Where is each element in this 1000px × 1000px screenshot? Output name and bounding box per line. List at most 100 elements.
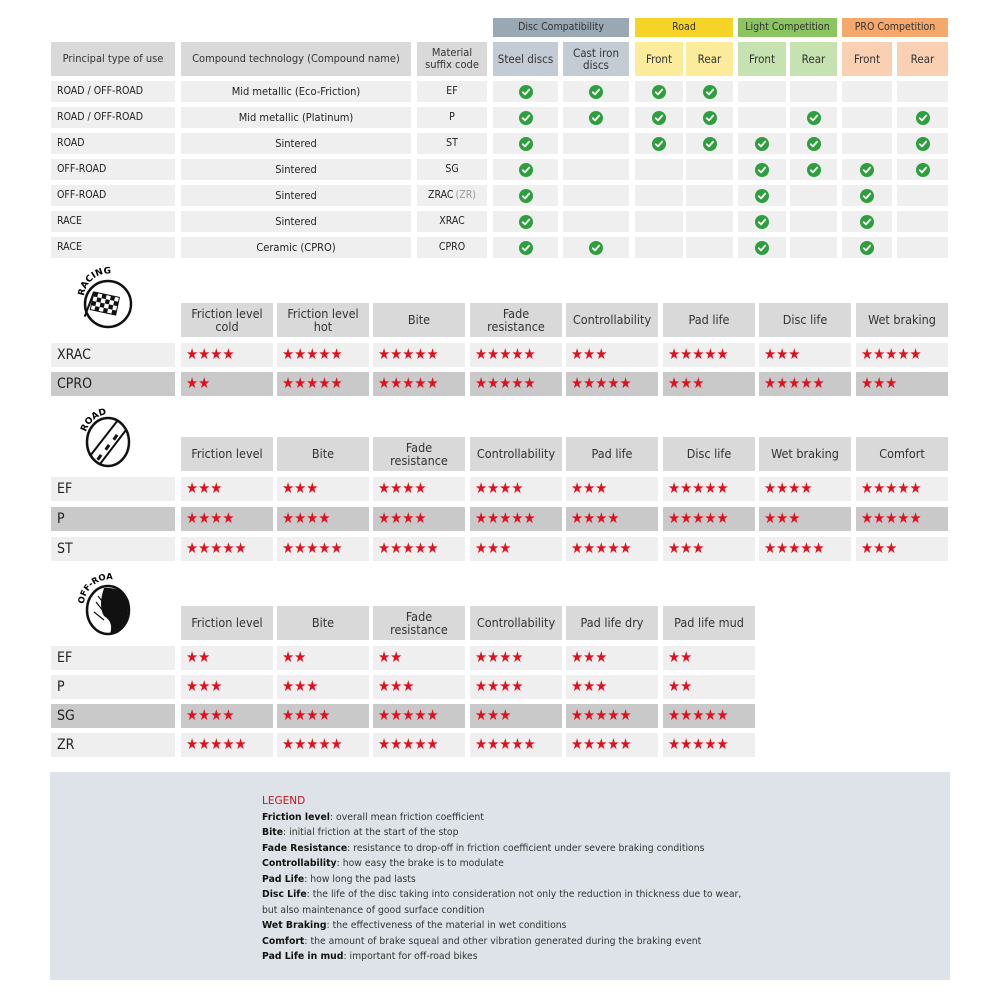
star-icon: ★ [378,706,391,725]
star-icon: ★ [222,345,235,364]
star-icon: ★ [186,509,199,528]
star-icon: ★ [487,345,500,364]
star-icon: ★ [897,509,910,528]
star-rating: ★ ★ ★ ★ ★ [663,704,755,728]
legend-description: : important for off-road bikes [343,951,478,962]
star-rating: ★ ★ ★ [856,372,948,396]
star-rating: ★ ★ ★ [277,675,369,699]
column-header: Disc life [663,437,755,471]
star-icon: ★ [222,509,235,528]
star-icon: ★ [414,509,427,528]
column-header: Pad life [663,303,755,337]
row-label: SG [51,704,175,728]
star-icon: ★ [716,706,729,725]
legend-item: but also maintenance of good surface con… [262,903,741,919]
star-rating: ★ ★ ★ ★ ★ [277,733,369,757]
check-cell [686,237,733,258]
star-rating: ★ ★ ★ ★ [470,477,562,501]
star-icon: ★ [607,539,620,558]
check-circle-icon [806,110,821,125]
star-icon: ★ [198,539,211,558]
star-icon: ★ [414,539,427,558]
star-rating: ★ ★ ★ ★ ★ [566,704,658,728]
star-rating: ★ ★ ★ [566,675,658,699]
star-icon: ★ [210,509,223,528]
star-icon: ★ [402,735,415,754]
star-rating: ★ ★ ★ ★ ★ [373,733,465,757]
star-icon: ★ [426,706,439,725]
star-icon: ★ [668,345,681,364]
star-icon: ★ [692,374,705,393]
check-cell [842,237,892,258]
star-rating: ★ ★ ★ ★ [470,675,562,699]
star-rating: ★ ★ ★ ★ ★ [856,477,948,501]
star-icon: ★ [210,539,223,558]
check-cell [563,107,629,128]
legend-item: Wet Braking: the effectiveness of the ma… [262,918,741,934]
star-icon: ★ [812,539,825,558]
star-icon: ★ [210,735,223,754]
star-icon: ★ [571,677,584,696]
star-icon: ★ [402,539,415,558]
star-icon: ★ [378,735,391,754]
check-circle-icon [755,240,769,255]
star-icon: ★ [885,345,898,364]
star-icon: ★ [668,677,681,696]
star-rating: ★ ★ [373,646,465,670]
check-cell [842,133,892,154]
star-icon: ★ [909,509,922,528]
check-cell [635,211,683,232]
column-header: Front [842,42,892,76]
check-cell [635,237,683,258]
column-header: Controllability [470,437,562,471]
legend-item: Pad Life: how long the pad lasts [262,872,741,888]
star-icon: ★ [186,539,199,558]
star-icon: ★ [294,345,307,364]
column-header: Fade resistance [470,303,562,337]
check-cell [790,107,837,128]
star-rating: ★ ★ ★ ★ [373,507,465,531]
star-icon: ★ [595,706,608,725]
check-circle-icon [652,110,666,125]
column-header: Wet braking [759,437,851,471]
check-cell [790,185,837,206]
star-icon: ★ [668,735,681,754]
star-icon: ★ [186,677,199,696]
star-icon: ★ [294,539,307,558]
column-header: Fade resistance [373,437,465,471]
star-icon: ★ [426,374,439,393]
star-icon: ★ [668,539,681,558]
star-rating: ★ ★ ★ ★ ★ [373,704,465,728]
star-icon: ★ [414,374,427,393]
legend-description: : initial friction at the start of the s… [283,827,459,838]
star-rating: ★ ★ ★ ★ ★ [373,372,465,396]
check-cell [563,81,629,102]
check-cell [897,237,948,258]
row-label: ZR [51,733,175,757]
star-icon: ★ [426,539,439,558]
check-circle-icon [518,110,533,125]
star-icon: ★ [318,509,331,528]
star-icon: ★ [330,374,343,393]
star-icon: ★ [704,509,717,528]
star-icon: ★ [330,345,343,364]
star-icon: ★ [668,648,681,667]
code-text: SG [445,162,459,175]
star-rating: ★ ★ ★ ★ ★ [566,733,658,757]
legend-term: Pad Life [262,873,305,885]
check-circle-icon [589,110,603,125]
star-rating: ★ ★ ★ ★ ★ [566,537,658,561]
star-icon: ★ [764,539,777,558]
star-icon: ★ [390,509,403,528]
star-icon: ★ [788,345,801,364]
star-icon: ★ [402,706,415,725]
star-icon: ★ [511,479,524,498]
star-icon: ★ [475,539,488,558]
star-icon: ★ [571,648,584,667]
star-icon: ★ [595,479,608,498]
star-icon: ★ [595,677,608,696]
star-icon: ★ [511,648,524,667]
star-icon: ★ [897,345,910,364]
star-icon: ★ [487,648,500,667]
column-header: Bite [373,303,465,337]
